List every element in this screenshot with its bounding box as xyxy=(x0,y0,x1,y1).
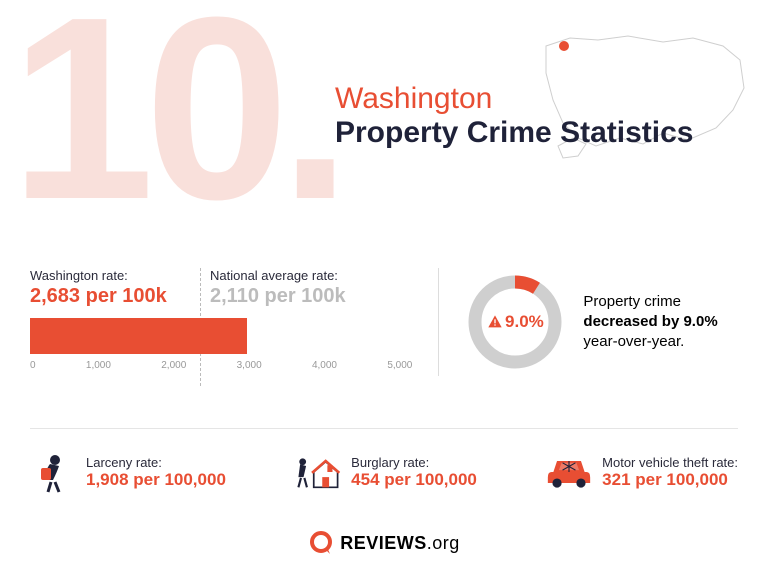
axis-tick: 4,000 xyxy=(312,360,337,371)
title-line1: Washington xyxy=(335,82,693,116)
larceny-icon xyxy=(30,449,76,495)
crime-label: Larceny rate: xyxy=(86,455,226,470)
burglary-icon xyxy=(295,449,341,495)
crime-value: 1,908 per 100,000 xyxy=(86,470,226,490)
axis-tick: 3,000 xyxy=(237,360,262,371)
bar-fill xyxy=(30,318,247,354)
national-rate: National average rate: 2,110 per 100k xyxy=(210,268,346,308)
crime-item: Burglary rate: 454 per 100,000 xyxy=(295,449,477,495)
crime-label: Burglary rate: xyxy=(351,455,477,470)
vertical-separator xyxy=(438,268,439,376)
brand-logo: REVIEWS.org xyxy=(0,530,768,556)
donut-text: Property crime decreased by 9.0% year-ov… xyxy=(583,292,738,353)
donut-chart: 9.0% xyxy=(465,272,565,372)
crime-label: Motor vehicle theft rate: xyxy=(602,455,738,470)
rank-number: 10. xyxy=(10,0,341,259)
axis-tick: 2,000 xyxy=(161,360,186,371)
axis-tick: 1,000 xyxy=(86,360,111,371)
crime-value: 454 per 100,000 xyxy=(351,470,477,490)
speech-bubble-icon xyxy=(308,530,334,556)
donut-section: 9.0% Property crime decreased by 9.0% ye… xyxy=(465,272,738,372)
axis-tick: 5,000 xyxy=(387,360,412,371)
crime-item: Larceny rate: 1,908 per 100,000 xyxy=(30,449,226,495)
title-line2: Property Crime Statistics xyxy=(335,116,693,150)
bar-chart: Washington rate: 2,683 per 100k National… xyxy=(30,268,412,371)
crime-item: Motor vehicle theft rate: 321 per 100,00… xyxy=(546,449,738,495)
warning-icon xyxy=(487,314,503,330)
donut-center: 9.0% xyxy=(465,272,565,372)
title: Washington Property Crime Statistics xyxy=(335,82,693,150)
crime-value: 321 per 100,000 xyxy=(602,470,738,490)
axis-tick: 0 xyxy=(30,360,36,371)
x-axis: 0 1,000 2,000 3,000 4,000 5,000 xyxy=(30,360,412,371)
car-icon xyxy=(546,449,592,495)
crime-breakdown: Larceny rate: 1,908 per 100,000 Burglary… xyxy=(30,428,738,495)
state-rate: Washington rate: 2,683 per 100k xyxy=(30,268,200,308)
stats-row: Washington rate: 2,683 per 100k National… xyxy=(30,268,738,376)
bar-track xyxy=(30,318,412,354)
